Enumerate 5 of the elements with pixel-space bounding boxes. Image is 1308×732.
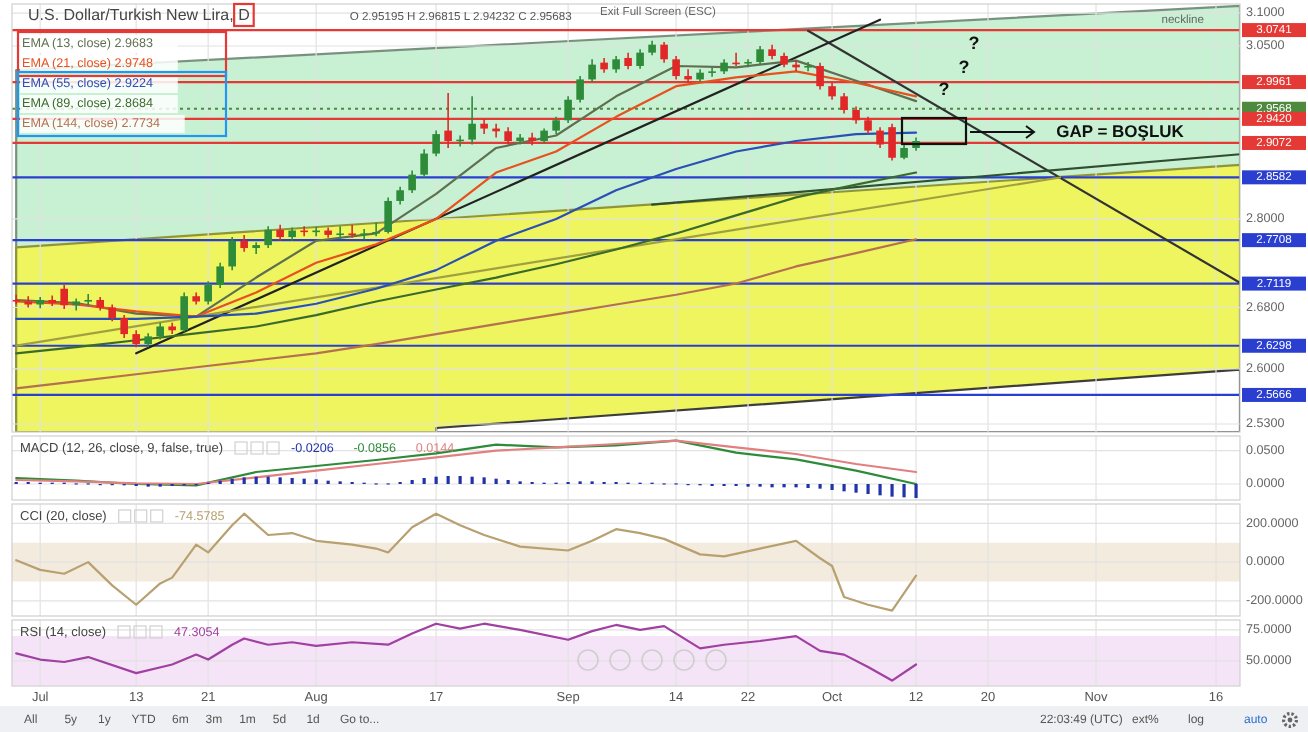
annotation: ? <box>958 56 970 77</box>
annotation: ? <box>938 78 950 99</box>
annotation: ? <box>968 32 980 53</box>
annotation: GAP = BOŞLUK <box>1056 120 1186 141</box>
chart-title: U.S. Dollar/Turkish New Lira, D <box>28 6 251 24</box>
